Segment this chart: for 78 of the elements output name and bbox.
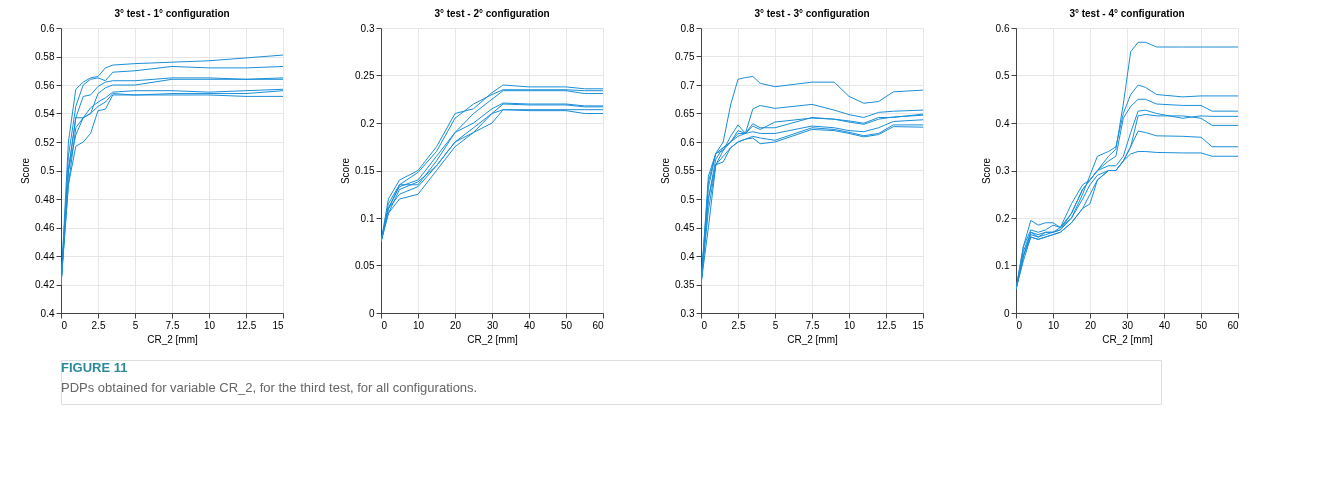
x-tick-label: 2.5 xyxy=(731,319,746,331)
y-axis-title: Score xyxy=(340,157,352,185)
x-tick-label: 50 xyxy=(560,319,573,331)
x-tick-label: 0 xyxy=(701,319,708,331)
y-axis-title: Score xyxy=(980,157,992,185)
y-tick-label: 0.7 xyxy=(680,79,695,91)
y-axis-title: Score xyxy=(660,157,672,185)
x-axis-title: CR_2 [mm] xyxy=(147,333,198,345)
y-tick-label: 0.4 xyxy=(995,117,1010,129)
y-tick-label: 0.5 xyxy=(40,165,55,176)
x-tick-label: 15 xyxy=(912,319,924,331)
x-tick-label: 60 xyxy=(1227,319,1239,331)
y-tick-label: 0 xyxy=(368,307,375,319)
y-tick-label: 0.54 xyxy=(35,108,55,119)
y-tick-label: 0.6 xyxy=(40,22,55,34)
x-tick-label: 5 xyxy=(132,319,139,331)
x-tick-label: 7.5 xyxy=(165,319,180,331)
x-tick-label: 2.5 xyxy=(91,319,106,331)
caption: FIGURE 11 xyxy=(61,360,128,375)
x-tick-label: 7.5 xyxy=(805,319,820,331)
x-tick-label: 12.5 xyxy=(876,319,897,331)
x-tick-label: 30 xyxy=(1121,319,1134,331)
y-tick-label: 0 xyxy=(1003,307,1010,319)
chart-title: 3° test - 2° configuration xyxy=(434,8,550,19)
text: PDPs obtained for variable CR_2, for the third test, for all configurations. xyxy=(61,380,478,395)
y-tick-label: 0.52 xyxy=(35,136,55,148)
y-tick-label: 0.58 xyxy=(35,51,55,62)
x-tick-label: 10 xyxy=(1047,319,1060,331)
y-tick-label: 0.55 xyxy=(675,165,695,176)
x-tick-label: 5 xyxy=(772,319,779,331)
y-tick-label: 0.05 xyxy=(355,260,375,271)
y-tick-label: 0.25 xyxy=(355,70,375,81)
y-tick-label: 0.5 xyxy=(995,70,1010,81)
y-tick-label: 0.8 xyxy=(680,22,695,34)
chart-title: 3° test - 1° configuration xyxy=(114,8,230,19)
x-tick-label: 20 xyxy=(449,319,462,331)
y-tick-label: 0.3 xyxy=(995,165,1010,176)
y-tick-label: 0.45 xyxy=(675,222,695,233)
y-tick-label: 0.65 xyxy=(675,108,695,119)
y-axis-title: Score xyxy=(20,157,32,185)
y-tick-label: 0.6 xyxy=(680,136,695,148)
y-tick-label: 0.15 xyxy=(355,165,375,176)
y-tick-label: 0.56 xyxy=(35,79,55,91)
x-tick-label: 60 xyxy=(592,319,604,331)
x-tick-label: 20 xyxy=(1084,319,1097,331)
x-tick-label: 10 xyxy=(843,319,856,331)
x-tick-label: 15 xyxy=(272,319,284,331)
y-tick-label: 0.2 xyxy=(360,117,375,129)
y-tick-label: 0.4 xyxy=(680,250,695,262)
chart-title: 3° test - 3° configuration xyxy=(754,8,870,19)
y-tick-label: 0.3 xyxy=(360,22,375,34)
y-tick-label: 0.2 xyxy=(995,212,1010,224)
y-tick-label: 0.42 xyxy=(35,279,55,290)
y-tick-label: 0.75 xyxy=(675,51,695,62)
y-tick-label: 0.6 xyxy=(995,22,1010,34)
y-tick-label: 0.46 xyxy=(35,222,55,233)
x-tick-label: 50 xyxy=(1195,319,1208,331)
x-tick-label: 30 xyxy=(486,319,499,331)
x-axis-title: CR_2 [mm] xyxy=(467,333,518,345)
chart-title: 3° test - 4° configuration xyxy=(1069,8,1185,19)
y-tick-label: 0.35 xyxy=(675,279,695,290)
x-axis-title: CR_2 [mm] xyxy=(1102,333,1153,345)
y-tick-label: 0.4 xyxy=(40,307,55,319)
x-tick-label: 12.5 xyxy=(236,319,257,331)
y-tick-label: 0.1 xyxy=(995,260,1010,271)
x-tick-label: 0 xyxy=(381,319,388,331)
y-tick-label: 0.44 xyxy=(35,250,55,262)
x-axis-title: CR_2 [mm] xyxy=(787,333,838,345)
x-tick-label: 40 xyxy=(1158,319,1171,331)
y-tick-label: 0.48 xyxy=(35,193,55,205)
x-tick-label: 10 xyxy=(203,319,216,331)
y-tick-label: 0.5 xyxy=(680,193,695,205)
y-tick-label: 0.3 xyxy=(680,307,695,319)
y-tick-label: 0.1 xyxy=(360,212,375,224)
x-tick-label: 10 xyxy=(412,319,425,331)
x-tick-label: 0 xyxy=(61,319,68,331)
x-tick-label: 0 xyxy=(1016,319,1023,331)
x-tick-label: 40 xyxy=(523,319,536,331)
